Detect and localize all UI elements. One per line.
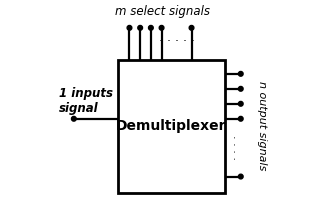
Circle shape bbox=[239, 86, 243, 91]
Text: n output signals: n output signals bbox=[257, 80, 267, 170]
Text: 1 inputs
signal: 1 inputs signal bbox=[59, 87, 113, 114]
Circle shape bbox=[189, 25, 194, 30]
Circle shape bbox=[239, 116, 243, 121]
Circle shape bbox=[72, 116, 76, 121]
Text: Demultiplexer: Demultiplexer bbox=[116, 119, 226, 133]
Text: m select signals: m select signals bbox=[115, 5, 210, 18]
Text: . . . . .: . . . . . bbox=[159, 31, 195, 44]
Circle shape bbox=[239, 101, 243, 106]
Text: . . . .: . . . . bbox=[228, 135, 238, 160]
Circle shape bbox=[127, 25, 132, 30]
Circle shape bbox=[138, 25, 143, 30]
Circle shape bbox=[239, 71, 243, 76]
Circle shape bbox=[159, 25, 164, 30]
Bar bbox=[118, 60, 225, 193]
Circle shape bbox=[149, 25, 153, 30]
Circle shape bbox=[239, 174, 243, 179]
